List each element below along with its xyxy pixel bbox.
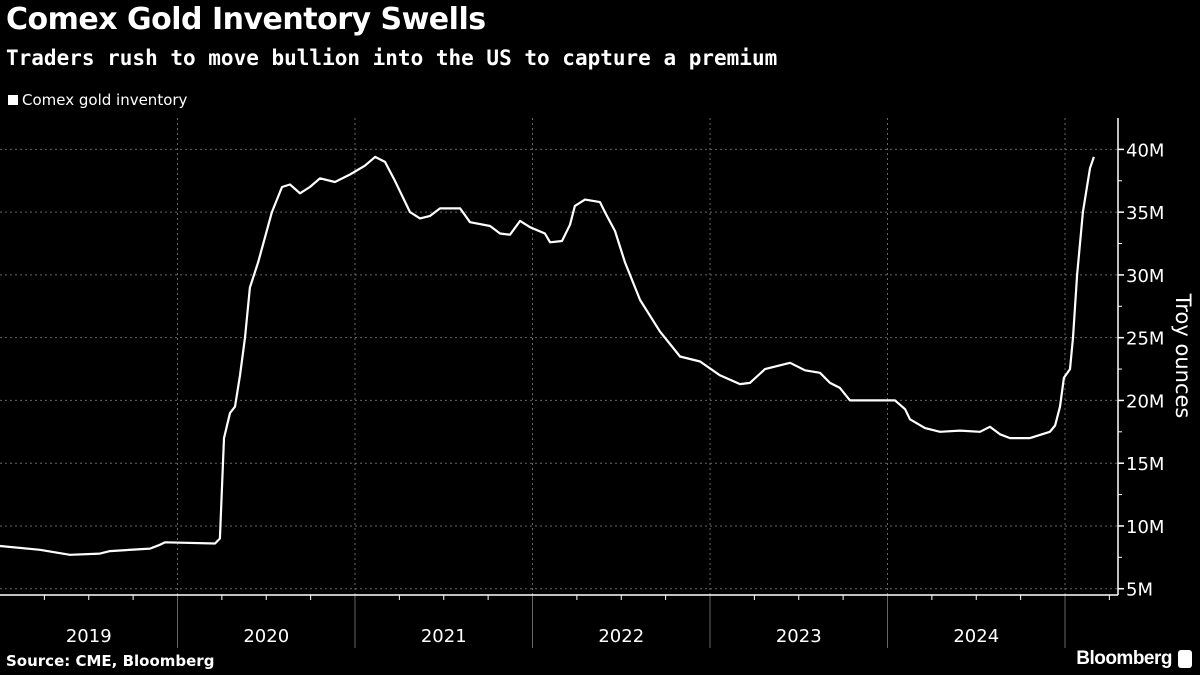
y-tick-label: 40M bbox=[1126, 140, 1164, 161]
y-tick-label: 20M bbox=[1126, 391, 1164, 412]
y-tick-label: 25M bbox=[1126, 329, 1164, 350]
chart-subtitle: Traders rush to move bullion into the US… bbox=[6, 46, 778, 70]
y-axis-label: Troy ounces bbox=[1171, 293, 1195, 419]
legend-label: Comex gold inventory bbox=[22, 91, 188, 109]
y-tick-label: 15M bbox=[1126, 454, 1164, 475]
x-tick-label: 2022 bbox=[598, 626, 644, 647]
x-tick-label: 2021 bbox=[421, 626, 467, 647]
chart-title: Comex Gold Inventory Swells bbox=[6, 2, 486, 37]
source-note: Source: CME, Bloomberg bbox=[6, 652, 215, 670]
legend: Comex gold inventory bbox=[8, 91, 187, 109]
y-tick-label: 10M bbox=[1126, 517, 1164, 538]
x-tick-label: 2020 bbox=[243, 626, 289, 647]
bloomberg-mark-icon bbox=[1178, 650, 1192, 668]
y-tick-label: 35M bbox=[1126, 203, 1164, 224]
y-tick-label: 5M bbox=[1126, 580, 1153, 601]
logo-text: Bloomberg bbox=[1076, 648, 1172, 669]
legend-swatch bbox=[8, 95, 18, 105]
x-tick-label: 2023 bbox=[776, 626, 822, 647]
series-line-comex-gold-inventory bbox=[0, 155, 1095, 556]
y-tick-label: 30M bbox=[1126, 266, 1164, 287]
x-tick-label: 2024 bbox=[953, 626, 999, 647]
bloomberg-logo: Bloomberg bbox=[1076, 648, 1192, 670]
x-tick-label: 2019 bbox=[66, 626, 112, 647]
